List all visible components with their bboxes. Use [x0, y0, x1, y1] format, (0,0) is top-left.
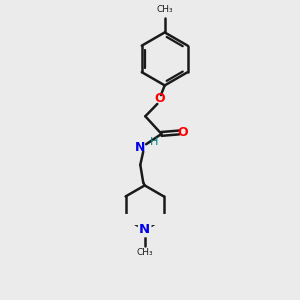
Text: N: N	[139, 223, 150, 236]
Text: H: H	[150, 137, 158, 147]
Text: N: N	[135, 141, 146, 154]
Text: CH₃: CH₃	[136, 248, 153, 257]
Text: O: O	[154, 92, 165, 105]
Text: CH₃: CH₃	[156, 5, 173, 14]
Text: O: O	[177, 126, 188, 139]
